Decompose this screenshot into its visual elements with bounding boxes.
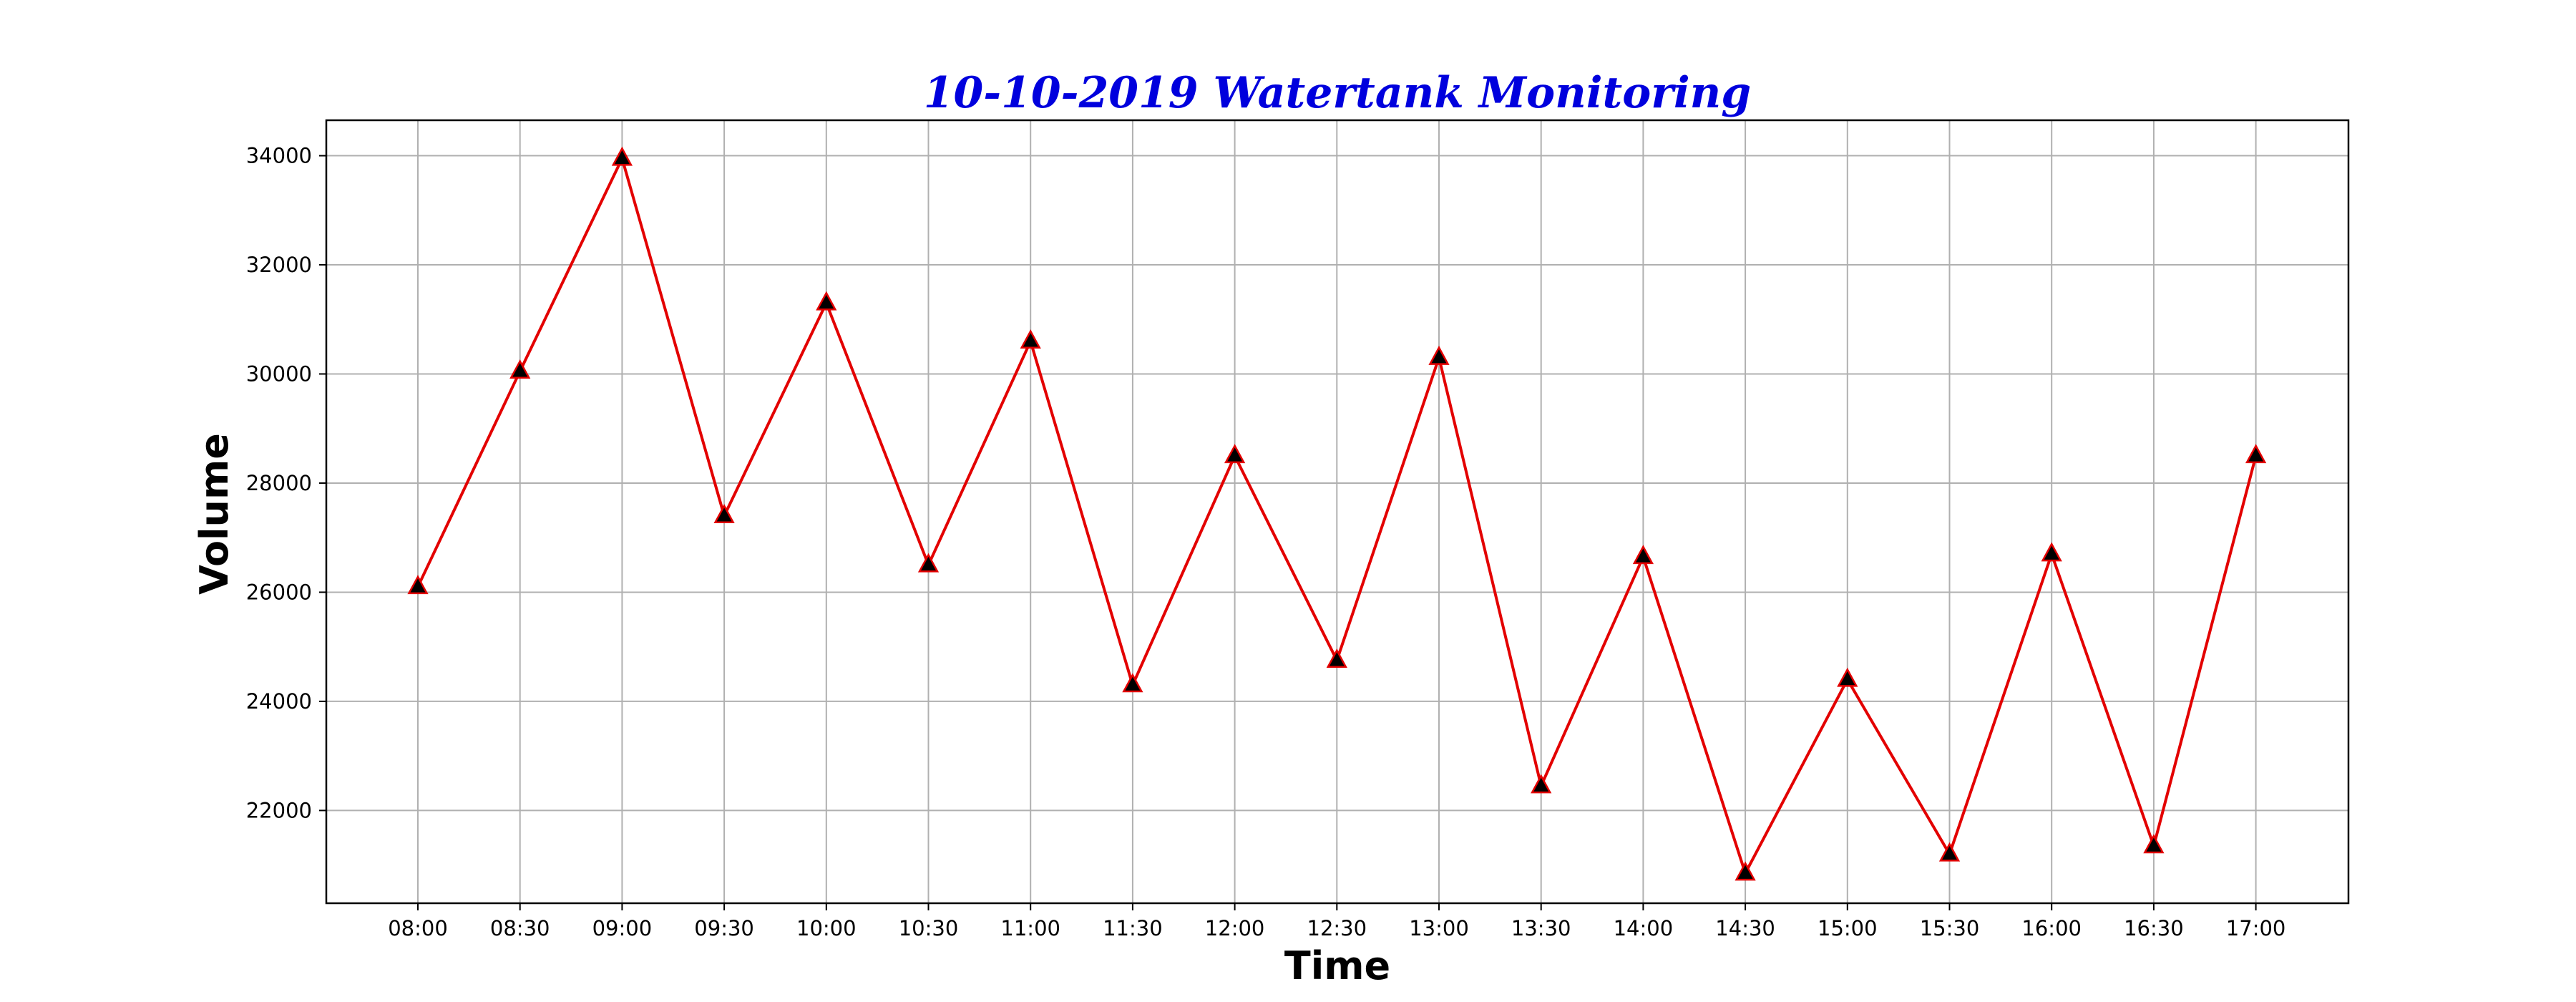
x-tick-label: 13:30 [1511, 916, 1571, 940]
y-tick-label: 24000 [246, 689, 312, 714]
data-point-marker [1632, 545, 1654, 565]
chart-title: 10-10-2019 Watertank Monitoring [924, 68, 1751, 118]
x-tick-label: 16:30 [2124, 916, 2184, 940]
x-tick-label: 08:30 [490, 916, 550, 940]
data-point-marker [1531, 774, 1552, 794]
data-point-marker [1428, 346, 1450, 365]
data-point-marker [2245, 444, 2267, 464]
axis-ticks: 08:00 08:30 09:00 09:30 10:00 10:30 11:00 11:30… [246, 144, 2286, 940]
x-tick-label: 15:30 [1920, 916, 1980, 940]
data-point-marker [1326, 648, 1347, 668]
data-point-marker [2143, 834, 2165, 854]
y-tick-label: 22000 [246, 798, 312, 822]
x-tick-label: 12:00 [1205, 916, 1265, 940]
x-tick-label: 13:00 [1409, 916, 1469, 940]
data-point-marker [2041, 542, 2062, 562]
y-tick-label: 26000 [246, 580, 312, 604]
y-tick-label: 32000 [246, 253, 312, 277]
data-point-marker [407, 575, 429, 595]
x-tick-label: 15:00 [1818, 916, 1878, 940]
data-point-marker [1020, 329, 1041, 349]
data-point-marker [1938, 842, 1961, 862]
x-tick-label: 09:30 [694, 916, 754, 940]
data-markers [407, 146, 2267, 881]
x-tick-label: 14:00 [1614, 916, 1674, 940]
data-point-marker [917, 553, 940, 573]
x-tick-label: 17:00 [2226, 916, 2286, 940]
x-tick-label: 10:00 [796, 916, 857, 940]
grid [326, 120, 2348, 903]
data-point-marker [816, 291, 837, 311]
x-tick-label: 11:00 [1000, 916, 1060, 940]
data-point-marker [1224, 444, 1246, 464]
y-axis-label: Volume [192, 433, 237, 595]
x-tick-label: 11:30 [1103, 916, 1163, 940]
y-tick-label: 34000 [246, 144, 312, 168]
data-point-marker [611, 146, 633, 166]
data-point-marker [1837, 667, 1858, 687]
data-point-marker [1122, 673, 1143, 693]
x-tick-label: 08:00 [388, 916, 448, 940]
x-tick-label: 12:30 [1307, 916, 1367, 940]
x-tick-label: 10:30 [899, 916, 959, 940]
y-tick-label: 30000 [246, 362, 312, 386]
x-tick-label: 16:00 [2021, 916, 2082, 940]
x-tick-label: 09:00 [592, 916, 653, 940]
x-axis-label: Time [1284, 943, 1390, 988]
data-point-marker [509, 359, 531, 379]
x-tick-label: 14:30 [1715, 916, 1775, 940]
data-point-marker [1735, 861, 1756, 881]
data-point-marker [713, 504, 735, 523]
y-tick-label: 28000 [246, 471, 312, 495]
